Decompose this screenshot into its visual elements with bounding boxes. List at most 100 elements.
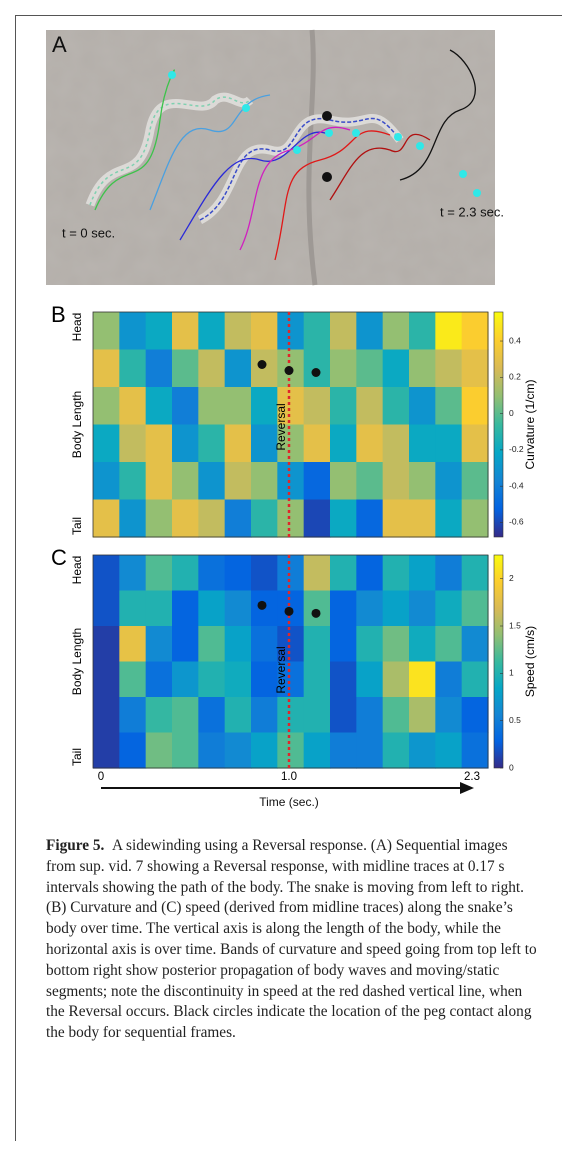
y-label-tail: Tail [70, 748, 84, 766]
heatmap-cell [224, 697, 252, 734]
heatmap-cell [409, 499, 436, 538]
heatmap-cell [145, 590, 173, 627]
reversal-label: Reversal [274, 403, 288, 450]
heatmap-cell [251, 312, 278, 351]
heatmap-border [92, 311, 489, 538]
colorbar [493, 311, 504, 538]
heatmap-cell [145, 387, 173, 426]
heatmap-cell [330, 462, 357, 501]
colorbar-tick-label: -0.2 [509, 444, 524, 454]
heatmap-cell [356, 312, 384, 351]
heatmap-cell [119, 424, 147, 463]
heatmap-cell [461, 732, 489, 769]
heatmap-cell [277, 312, 305, 351]
heatmap-cell [409, 387, 436, 426]
heatmap-cell [172, 462, 199, 501]
start-time: t = 0 sec. [62, 225, 115, 240]
end-time: t = 2.3 sec. [440, 204, 504, 219]
heatmap-cell [224, 499, 252, 538]
heatmap-cell [119, 349, 147, 388]
heatmap-cell [382, 697, 410, 734]
y-label-body: Body Length [70, 391, 84, 458]
heatmap-cell [251, 697, 278, 734]
heatmap-cell [303, 732, 331, 769]
heatmap-cell [198, 555, 226, 592]
y-label-body: Body Length [70, 628, 84, 695]
heatmap-cell [461, 387, 489, 426]
heatmap-cell [409, 424, 436, 463]
heatmap-cell [435, 626, 463, 663]
heatmap-cell [303, 462, 331, 501]
colorbar-tick-label: 0 [509, 762, 514, 772]
heatmap-cell [382, 349, 410, 388]
heatmap-cell [409, 349, 436, 388]
heatmap-cell [93, 626, 120, 663]
heatmap-cell [435, 349, 463, 388]
heatmap-cell [435, 424, 463, 463]
panel-a-photo [46, 29, 495, 286]
heatmap-cell [119, 312, 147, 351]
heatmap-cell [224, 661, 252, 698]
colorbar-tick-label: -0.4 [509, 480, 524, 490]
heatmap-cell [277, 499, 305, 538]
heatmap-cell [198, 590, 226, 627]
colorbar-label: Speed (cm/s) [523, 626, 537, 697]
heatmap-cell [303, 312, 331, 351]
heatmap-cell [461, 312, 489, 351]
heatmap-cell [277, 387, 305, 426]
caption-label: Figure 5. [46, 837, 105, 854]
heatmap-cell [435, 387, 463, 426]
heatmap-cell [382, 590, 410, 627]
colorbar-tick-label: -0.6 [509, 517, 524, 527]
heatmap-cell [172, 697, 199, 734]
heatmap-cell [119, 590, 147, 627]
figure: A t = 0 sec. t = 2.3 sec. Reversal B Head B… [46, 29, 537, 809]
heatmap-cell [172, 590, 199, 627]
colorbar [493, 554, 504, 769]
heatmap-cell [330, 661, 357, 698]
heatmap-cell [119, 387, 147, 426]
heatmap-cell [409, 732, 436, 769]
heatmap-cell [330, 424, 357, 463]
time-tick-label: 1.0 [281, 771, 297, 783]
heatmap-cell [356, 626, 384, 663]
heatmap-cell [356, 349, 384, 388]
heatmap-cell [461, 661, 489, 698]
heatmap-cell [356, 697, 384, 734]
peg-contact [284, 366, 294, 375]
heatmap-cell [435, 590, 463, 627]
heatmap-cell [382, 424, 410, 463]
heatmap-cell [303, 499, 331, 538]
heatmap-cell [409, 697, 436, 734]
heatmap-cell [382, 661, 410, 698]
heatmap-cell [119, 555, 147, 592]
arrow-head [460, 782, 474, 794]
heatmap-cell [303, 626, 331, 663]
y-label-head: Head [70, 313, 84, 342]
time-tick-label: 0 [98, 771, 104, 783]
heatmap-cell [198, 387, 226, 426]
heatmap-cell [224, 387, 252, 426]
heatmap-cell [145, 555, 173, 592]
heatmap-cell [93, 697, 120, 734]
heatmap-cell [330, 732, 357, 769]
heatmap-cell [145, 626, 173, 663]
heatmap-cell [119, 462, 147, 501]
heatmap-cell [435, 555, 463, 592]
heatmap-cell [277, 462, 305, 501]
heatmap-cell [330, 626, 357, 663]
heatmap-cell [119, 626, 147, 663]
heatmap-cell [145, 732, 173, 769]
heatmap-cell [356, 387, 384, 426]
heatmap-cell [356, 555, 384, 592]
heatmap-cell [277, 697, 305, 734]
heatmap-cell [409, 462, 436, 501]
heatmap-cell [251, 462, 278, 501]
peg-contact [311, 608, 321, 618]
peg-contact [257, 600, 267, 610]
heatmap-cell [172, 555, 199, 592]
heatmap-cell [93, 349, 120, 388]
heatmap-cell [93, 387, 120, 426]
heatmap-cell [461, 499, 489, 538]
heatmaps: Reversal B Head Body Length Tail -0.6 -0.4 -0.2… [51, 302, 537, 772]
